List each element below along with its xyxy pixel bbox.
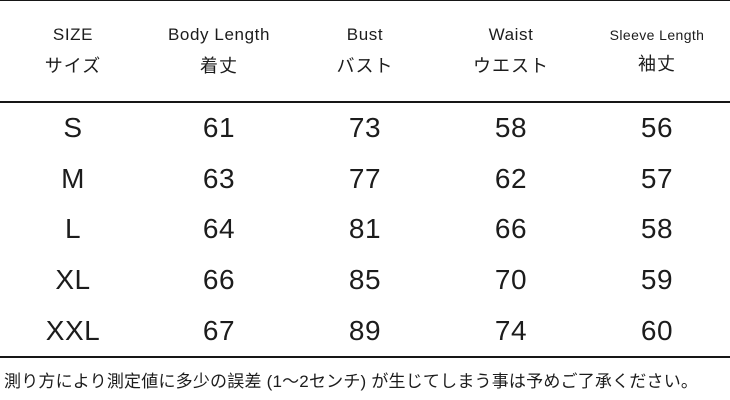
column-header-sleeve-length: Sleeve Length 袖丈 [584,1,730,101]
waist-cell: 58 [494,112,528,144]
size-cell: XXL [45,314,101,346]
column-header-sleeve-length-ja: 袖丈 [638,53,676,74]
column-header-size: SIZE サイズ [0,1,146,101]
size-cell: XL [55,264,91,296]
sleeve-length-cell: 57 [640,162,674,194]
column-header-body-length: Body Length 着丈 [146,1,292,101]
size-chart-body: S 61 73 58 56 M 63 77 62 57 L 64 81 66 5… [0,103,730,358]
column-header-body-length-en: Body Length [167,24,271,44]
sleeve-length-cell: 59 [640,264,674,296]
size-cell: S [63,112,83,144]
bust-cell: 81 [348,213,382,245]
body-length-cell: 67 [202,314,236,346]
column-header-bust-en: Bust [346,24,384,44]
bust-cell: 73 [348,112,382,144]
size-cell: L [64,213,82,245]
body-length-cell: 63 [202,162,236,194]
waist-cell: 74 [494,314,528,346]
sleeve-length-cell: 60 [640,314,674,346]
bust-cell: 77 [348,162,382,194]
bust-cell: 85 [348,264,382,296]
waist-cell: 70 [494,264,528,296]
bust-cell: 89 [348,314,382,346]
column-header-waist: Waist ウエスト [438,1,584,101]
waist-cell: 62 [494,162,528,194]
column-header-size-ja: サイズ [44,55,102,76]
table-row-s: S 61 73 58 56 [0,103,730,154]
column-header-bust: Bust バスト [292,1,438,101]
sleeve-length-cell: 56 [640,112,674,144]
body-length-cell: 66 [202,264,236,296]
sleeve-length-cell: 58 [640,213,674,245]
table-row-xl: XL 66 85 70 59 [0,255,730,306]
table-row-l: L 64 81 66 58 [0,204,730,255]
waist-cell: 66 [494,213,528,245]
column-header-body-length-ja: 着丈 [200,55,238,76]
measurement-tolerance-note: 測り方により測定値に多少の誤差 (1～2センチ) が生じてしまう事は予めご了承く… [4,371,699,391]
column-header-waist-ja: ウエスト [473,55,549,76]
size-chart-header: SIZE サイズ Body Length 着丈 Bust バスト Waist ウ… [0,1,730,103]
column-header-sleeve-length-en: Sleeve Length [609,26,705,43]
column-header-size-en: SIZE [52,24,94,44]
body-length-cell: 61 [202,112,236,144]
column-header-bust-ja: バスト [336,55,394,76]
size-cell: M [61,162,85,194]
table-row-xxl: XXL 67 89 74 60 [0,305,730,356]
column-header-waist-en: Waist [488,24,534,44]
body-length-cell: 64 [202,213,236,245]
table-row-m: M 63 77 62 57 [0,154,730,205]
